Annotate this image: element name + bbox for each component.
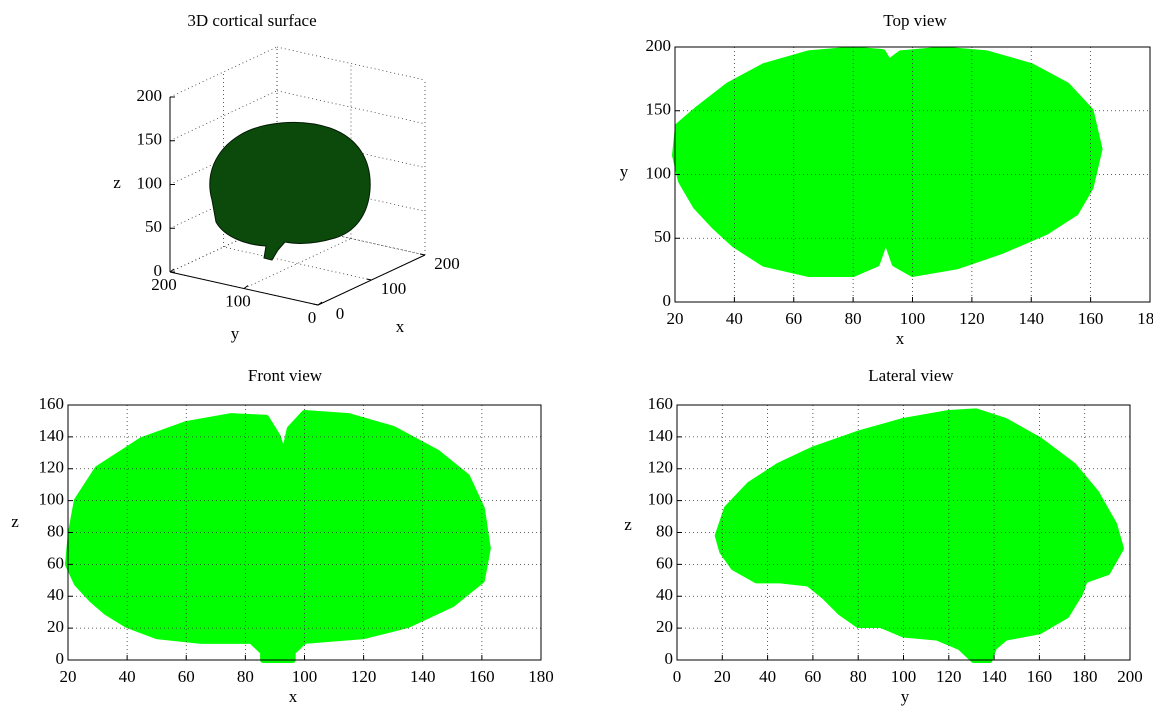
brain-projection bbox=[672, 46, 1103, 277]
x-tick-label: 40 bbox=[726, 309, 743, 328]
x-tick-label: 160 bbox=[1078, 309, 1104, 328]
x-tick-label: 200 bbox=[434, 254, 460, 273]
tick-mark bbox=[243, 285, 249, 289]
y-tick-label: 80 bbox=[47, 521, 64, 540]
grid-line bbox=[276, 46, 426, 81]
x-tick-label: 60 bbox=[804, 667, 821, 686]
y-tick-label: 200 bbox=[151, 275, 177, 294]
y-tick-label: 50 bbox=[654, 227, 671, 246]
y-tick-label: 120 bbox=[39, 458, 65, 477]
x-tick-label: 140 bbox=[981, 667, 1007, 686]
tick-mark bbox=[312, 303, 319, 306]
tick-mark bbox=[317, 301, 323, 306]
y-tick-label: 20 bbox=[47, 617, 64, 636]
y-tick-label: 0 bbox=[665, 649, 674, 668]
y-tick-label: 140 bbox=[39, 426, 65, 445]
grid-line bbox=[223, 246, 372, 281]
y-tick-label: 80 bbox=[656, 521, 673, 540]
y-axis-label: z bbox=[11, 512, 19, 531]
y-tick-label: 200 bbox=[646, 36, 672, 55]
y-tick-label: 40 bbox=[656, 585, 673, 604]
x-tick-label: 100 bbox=[891, 667, 917, 686]
cortical-surface bbox=[209, 121, 371, 261]
chart-title: 3D cortical surface bbox=[187, 11, 316, 30]
y-tick-label: 100 bbox=[39, 490, 65, 509]
plot-frame bbox=[67, 404, 542, 661]
x-tick-label: 20 bbox=[714, 667, 731, 686]
x-tick-label: 100 bbox=[900, 309, 926, 328]
y-tick-label: 140 bbox=[648, 426, 674, 445]
y-axis-label: y bbox=[231, 324, 240, 343]
x-tick-label: 200 bbox=[1117, 667, 1143, 686]
x-tick-label: 40 bbox=[759, 667, 776, 686]
x-tick-label: 60 bbox=[785, 309, 802, 328]
y-tick-label: 60 bbox=[47, 553, 64, 572]
x-axis-label: x bbox=[396, 317, 405, 336]
y-tick-label: 60 bbox=[656, 553, 673, 572]
z-tick-label: 200 bbox=[137, 86, 163, 105]
x-tick-label: 80 bbox=[845, 309, 862, 328]
y-tick-label: 150 bbox=[646, 100, 672, 119]
x-tick-label: 60 bbox=[178, 667, 195, 686]
y-tick-label: 0 bbox=[56, 649, 65, 668]
y-tick-label: 100 bbox=[648, 490, 674, 509]
x-tick-label: 80 bbox=[237, 667, 254, 686]
x-tick-label: 20 bbox=[667, 309, 684, 328]
y-tick-label: 20 bbox=[656, 617, 673, 636]
y-tick-label: 0 bbox=[663, 291, 672, 310]
z-tick-label: 150 bbox=[137, 130, 163, 149]
x-tick-label: 180 bbox=[1137, 309, 1153, 328]
x-tick-label: 120 bbox=[959, 309, 985, 328]
x-axis-label: x bbox=[896, 329, 905, 348]
x-tick-label: 0 bbox=[336, 304, 345, 323]
tick-mark bbox=[419, 253, 426, 256]
y-tick-label: 120 bbox=[648, 458, 674, 477]
plot-frame bbox=[676, 404, 1131, 661]
z-tick-label: 100 bbox=[137, 173, 163, 192]
z-tick-label: 0 bbox=[154, 261, 163, 280]
brain-projection bbox=[65, 409, 491, 663]
brain-projection bbox=[714, 408, 1124, 663]
y-tick-label: 40 bbox=[47, 585, 64, 604]
x-tick-label: 160 bbox=[1027, 667, 1053, 686]
y-tick-label: 160 bbox=[648, 394, 674, 413]
chart-title: Top view bbox=[883, 11, 947, 30]
x-tick-label: 160 bbox=[469, 667, 495, 686]
grid-line bbox=[276, 90, 426, 125]
x-tick-label: 140 bbox=[1019, 309, 1045, 328]
x-tick-label: 180 bbox=[1072, 667, 1098, 686]
x-tick-label: 100 bbox=[292, 667, 318, 686]
x-tick-label: 180 bbox=[528, 667, 554, 686]
x-tick-label: 100 bbox=[381, 279, 407, 298]
tick-mark bbox=[366, 278, 372, 281]
z-tick-label: 50 bbox=[145, 217, 162, 236]
x-tick-label: 120 bbox=[936, 667, 962, 686]
y-tick-label: 160 bbox=[39, 394, 65, 413]
x-tick-label: 140 bbox=[410, 667, 436, 686]
y-tick-label: 100 bbox=[225, 291, 251, 310]
y-axis-label: z bbox=[624, 515, 632, 534]
y-tick-label: 0 bbox=[308, 308, 317, 327]
y-tick-label: 100 bbox=[646, 163, 672, 182]
x-tick-label: 0 bbox=[673, 667, 682, 686]
x-tick-label: 120 bbox=[351, 667, 377, 686]
z-axis-label: z bbox=[113, 173, 121, 192]
chart-title: Front view bbox=[248, 366, 323, 385]
x-tick-label: 80 bbox=[850, 667, 867, 686]
chart-title: Lateral view bbox=[868, 366, 954, 385]
y-axis-label: y bbox=[620, 162, 629, 181]
x-tick-label: 20 bbox=[60, 667, 77, 686]
grid-line bbox=[169, 46, 278, 98]
x-tick-label: 40 bbox=[119, 667, 136, 686]
tick-mark bbox=[169, 268, 175, 273]
plot-frame bbox=[674, 46, 1151, 303]
x-axis-label: y bbox=[901, 687, 910, 706]
x-axis-label: x bbox=[289, 687, 298, 706]
grid-line bbox=[243, 238, 352, 289]
